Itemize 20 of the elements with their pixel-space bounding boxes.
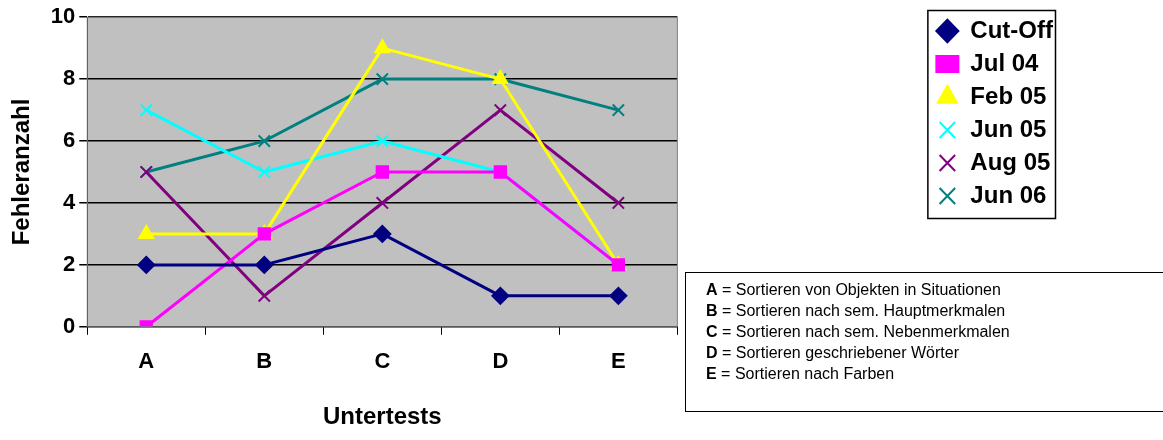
y-tick-label: 8 (63, 65, 76, 91)
y-axis-title: Fehleranzahl (7, 98, 35, 246)
legend-label: Jun 06 (970, 180, 1047, 208)
y-tick-label: 10 (50, 3, 76, 29)
x-axis-title: Untertests (322, 402, 442, 430)
legend-label: Cut-Off (970, 15, 1055, 43)
y-tick-label: 4 (63, 189, 77, 215)
x-tick-label: C (374, 348, 391, 374)
legend-label: Feb 05 (970, 81, 1047, 109)
legend-label: Aug 05 (970, 147, 1051, 175)
x-tick-label: D (492, 348, 509, 374)
legend-label: Jun 05 (970, 114, 1047, 142)
y-tick-label: 0 (63, 312, 76, 338)
x-tick-label: E (611, 348, 626, 374)
legend-label: Jul 04 (970, 48, 1040, 76)
y-tick-label: 2 (63, 250, 76, 276)
y-tick-label: 6 (63, 127, 76, 153)
x-tick-label: A (138, 348, 155, 374)
notes-box: A = Sortieren von Objekten in Situationen B = Sortieren nach sem. Hauptmerkmalen C = Sortieren nach sem. Nebenmerkmalen D = Sortieren geschriebener Wörter E = Sortieren nach Farben (685, 272, 1163, 412)
x-tick-label: B (256, 348, 273, 374)
